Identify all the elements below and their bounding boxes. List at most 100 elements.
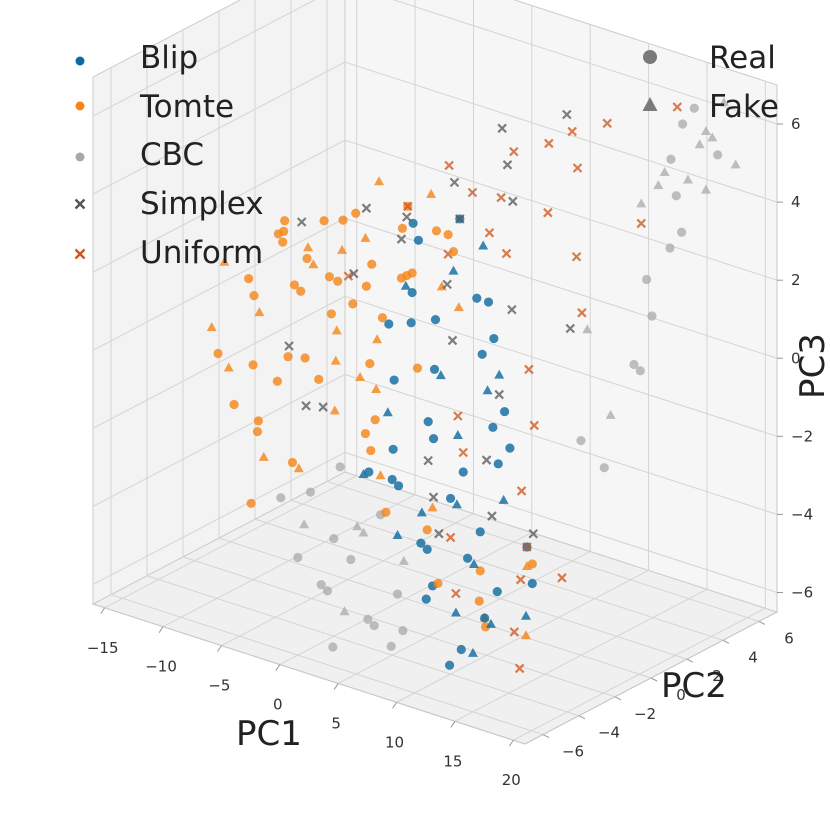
point-tomte (324, 272, 335, 282)
point-uniform (516, 486, 527, 496)
point-tomte (337, 244, 348, 254)
z-tick-label: −4 (791, 505, 813, 523)
point-simplex (455, 214, 465, 224)
point-simplex (508, 196, 518, 207)
point-simplex (481, 455, 492, 465)
point-tomte (246, 498, 256, 508)
x-marker-stroke (577, 308, 587, 318)
point-uniform (602, 118, 612, 129)
gridline-y-floor (290, 499, 724, 641)
z-axis-title: PC3 (793, 333, 830, 399)
point-cbc (386, 641, 396, 651)
shape-legend: Real Fake (642, 40, 779, 125)
point-uniform (543, 207, 553, 218)
legend-marker-simplex (74, 198, 86, 210)
point-blip (451, 499, 462, 509)
x-marker-stroke (567, 126, 577, 137)
point-tomte (397, 223, 408, 233)
point-tomte (407, 268, 417, 278)
point-uniform (572, 163, 583, 173)
x-tick-mark (100, 607, 106, 615)
x-tick-mark (392, 702, 397, 709)
point-uniform (445, 532, 456, 543)
x-marker-stroke (509, 146, 519, 157)
x-marker-stroke (481, 455, 492, 465)
point-blip (413, 235, 424, 245)
point-blip (364, 467, 374, 477)
point-cbc (629, 359, 639, 370)
point-tomte (280, 216, 290, 226)
y-tick-label: −4 (598, 724, 620, 742)
point-tomte (521, 560, 532, 570)
point-blip (393, 481, 404, 491)
x-marker-stroke (562, 109, 572, 120)
point-blip (480, 613, 490, 623)
point-tomte (229, 399, 239, 410)
point-tomte (433, 578, 443, 589)
legend-marker-real (643, 50, 657, 64)
x-marker-stroke (571, 251, 582, 262)
point-tomte (422, 525, 432, 535)
point-uniform (577, 308, 587, 318)
x-marker-stroke (572, 163, 583, 173)
legend-label-tomte: Tomte (139, 89, 234, 125)
z-tick-label: −2 (791, 427, 813, 445)
point-uniform (343, 271, 354, 281)
point-tomte (377, 313, 388, 323)
point-cbc (599, 463, 609, 473)
tick-labels: −15 −10 −5 0 5 10 15 20 −6 −4 −2 0 2 4 6 −6 −4 −2 0 2 4 6 (87, 115, 813, 789)
point-tomte (365, 359, 375, 369)
x-tick-mark (508, 739, 514, 747)
point-simplex (402, 212, 412, 222)
point-blip (499, 406, 510, 417)
point-tomte (426, 188, 437, 198)
point-blip (477, 349, 487, 359)
point-simplex (284, 341, 294, 351)
point-blip (416, 538, 426, 548)
point-tomte (296, 286, 306, 296)
point-cbc (653, 180, 664, 190)
y-tick-mark (542, 734, 550, 739)
gridline-z-left (92, 139, 346, 273)
point-blip (493, 459, 503, 469)
point-blip (475, 527, 485, 537)
x-tick-label: −5 (208, 677, 230, 695)
x-marker-stroke (396, 234, 407, 244)
point-blip (520, 610, 531, 620)
x-marker-stroke (445, 532, 456, 543)
x-marker-stroke (284, 341, 294, 351)
point-tomte (206, 322, 217, 332)
point-cbc (700, 126, 711, 136)
point-cbc (329, 534, 339, 544)
x-axis-title: PC1 (236, 714, 302, 754)
gridline-z-left (92, 295, 346, 429)
point-tomte (333, 276, 343, 286)
z-tick-label: 2 (791, 271, 801, 289)
color-legend: Blip Tomte CBC Simplex Uniform (74, 40, 264, 271)
y-axis-title: PC2 (661, 666, 727, 706)
x-marker-stroke (402, 212, 412, 222)
point-tomte (278, 237, 288, 247)
point-tomte (374, 176, 385, 186)
point-tomte (370, 415, 380, 425)
point-tomte (348, 299, 358, 309)
point-blip (527, 578, 537, 589)
y-tick-label: −6 (562, 743, 584, 761)
x-marker-stroke (343, 271, 354, 281)
point-tomte (355, 372, 366, 382)
point-tomte (366, 445, 376, 456)
point-tomte (527, 559, 537, 569)
point-simplex (423, 455, 433, 466)
point-simplex (442, 279, 452, 290)
y-tick-mark (722, 639, 730, 644)
gridline-z-left (92, 0, 316, 117)
x-marker-stroke (529, 420, 540, 431)
point-tomte (371, 383, 382, 393)
x-axis-line (92, 603, 526, 745)
x-marker-stroke (508, 196, 518, 207)
point-tomte (283, 352, 293, 362)
data-points (206, 97, 741, 674)
point-uniform (544, 138, 554, 149)
gridline-z-back (344, 61, 778, 203)
